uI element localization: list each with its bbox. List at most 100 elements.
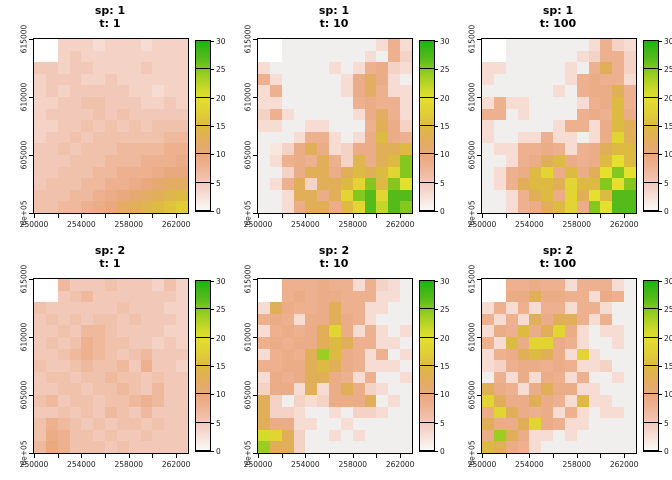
colorbar-tick-label: 15 <box>664 122 672 131</box>
heatmap-cell <box>105 337 117 349</box>
colorbar-tick-label: 5 <box>216 418 221 428</box>
heatmap-cell <box>69 97 82 109</box>
heatmap-cell <box>93 201 106 213</box>
panel-sp1-t10: sp: 1 t: 10 250000 254000 258000 262000 6e+05 6… <box>224 0 450 240</box>
heatmap-cell <box>152 383 165 395</box>
colorbar-tick-line <box>420 96 434 98</box>
heatmap-cell <box>624 302 636 314</box>
heatmap-cell <box>388 155 401 167</box>
heatmap-cell <box>317 143 330 155</box>
heatmap-cell <box>269 189 282 202</box>
heatmap-cell <box>576 50 589 63</box>
heatmap-cell <box>612 201 625 213</box>
heatmap-cell <box>600 155 613 167</box>
heatmap-cell <box>553 395 565 407</box>
heatmap-cell <box>529 178 542 190</box>
heatmap-cell <box>376 337 389 349</box>
x-tick-label: 262000 <box>385 220 415 229</box>
y-tick <box>29 97 33 98</box>
heatmap-cell <box>128 383 141 395</box>
y-tick-label: 605000 <box>243 380 253 410</box>
heatmap-cell <box>588 97 601 109</box>
heatmap-cell <box>329 189 341 202</box>
y-tick-label: 615000 <box>19 264 29 294</box>
heatmap-cell <box>364 50 377 63</box>
heatmap-cell <box>152 50 165 63</box>
heatmap-cell <box>293 313 306 326</box>
heatmap-cell <box>352 143 365 155</box>
heatmap-cell <box>493 406 506 419</box>
heatmap-cell <box>588 383 601 395</box>
heatmap-cell <box>329 325 341 337</box>
heatmap-cell <box>612 39 625 51</box>
heatmap-cell <box>493 178 506 190</box>
colorbar-tick-label: 5 <box>664 418 669 428</box>
heatmap-cell <box>600 302 613 314</box>
heatmap-cell <box>517 97 530 109</box>
heatmap-cell <box>482 201 494 213</box>
heatmap-cell <box>541 290 554 303</box>
panel-title-t: t: 100 <box>539 257 577 270</box>
heatmap-cell <box>517 62 530 74</box>
heatmap-cell <box>364 429 377 442</box>
heatmap-cell <box>93 290 106 303</box>
heatmap-cell <box>388 189 401 202</box>
heatmap-cell <box>34 120 46 132</box>
heatmap-cell <box>140 313 153 326</box>
heatmap-cell <box>400 429 412 442</box>
colorbar <box>643 280 659 452</box>
heatmap-cell <box>529 290 542 303</box>
heatmap-cell <box>293 441 306 453</box>
heatmap-cell <box>352 383 365 395</box>
heatmap-cell <box>258 337 270 349</box>
heatmap-cell <box>612 50 625 63</box>
heatmap-cell <box>388 97 401 109</box>
heatmap-cell <box>164 120 177 132</box>
heatmap-cell <box>600 39 613 51</box>
heatmap-cell <box>505 155 518 167</box>
heatmap-cell <box>352 166 365 179</box>
heatmap-cell <box>376 279 389 291</box>
heatmap-cell <box>45 189 58 202</box>
heatmap-cell <box>352 39 365 51</box>
heatmap-cell <box>600 313 613 326</box>
heatmap-cell <box>34 348 46 361</box>
colorbar-tick-line <box>644 153 658 155</box>
x-tick <box>329 214 331 218</box>
heatmap-cell <box>258 108 270 121</box>
x-tick-label: 254000 <box>291 220 320 229</box>
heatmap-cell <box>69 85 82 97</box>
x-tick <box>376 454 378 458</box>
heatmap-cell <box>529 279 542 291</box>
heatmap-cell <box>482 371 494 384</box>
heatmap-cell <box>505 97 518 109</box>
heatmap-cell <box>269 348 282 361</box>
heatmap-cell <box>293 325 306 337</box>
heatmap-cell <box>388 201 401 213</box>
heatmap-cell <box>352 201 365 213</box>
colorbar-tick-line <box>420 181 434 183</box>
heatmap-cell <box>317 348 330 361</box>
heatmap-cell <box>400 97 412 109</box>
heatmap-cell <box>281 85 294 97</box>
heatmap-cell <box>364 73 377 86</box>
heatmap-cell <box>45 39 58 51</box>
heatmap-cell <box>588 429 601 442</box>
heatmap-cell <box>564 337 577 349</box>
x-tick <box>81 214 83 218</box>
heatmap-cell <box>505 348 518 361</box>
x-tick <box>34 454 35 458</box>
heatmap-cell <box>69 73 82 86</box>
heatmap-cell <box>93 429 106 442</box>
heatmap-cell <box>57 371 70 384</box>
heatmap-cell <box>258 131 270 144</box>
heatmap-cell <box>340 85 353 97</box>
heatmap-cell <box>388 325 401 337</box>
heatmap-cell <box>612 337 625 349</box>
heatmap-cell <box>45 85 58 97</box>
heatmap-cell <box>517 302 530 314</box>
colorbar-tick-line <box>420 210 434 211</box>
heatmap-cell <box>269 325 282 337</box>
heatmap-cell <box>352 395 365 407</box>
heatmap-cell <box>293 39 306 51</box>
